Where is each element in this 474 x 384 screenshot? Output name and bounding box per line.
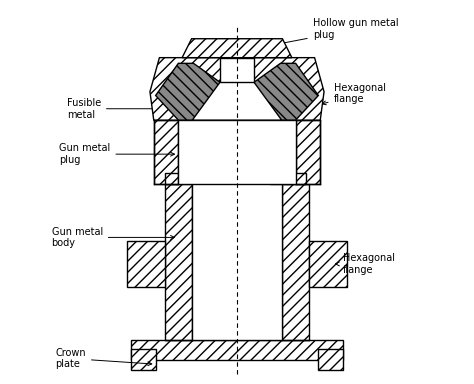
Bar	[127, 241, 165, 286]
Bar	[282, 184, 309, 339]
Text: Hexagonal
flange: Hexagonal flange	[322, 83, 385, 105]
Polygon shape	[155, 63, 220, 120]
Polygon shape	[254, 63, 319, 120]
Bar	[131, 339, 343, 361]
Bar	[296, 120, 320, 184]
Text: Crown
plate: Crown plate	[55, 348, 152, 369]
Polygon shape	[182, 39, 292, 58]
Polygon shape	[150, 58, 324, 120]
Text: Gun metal
body: Gun metal body	[52, 227, 174, 248]
Bar	[154, 120, 178, 184]
Bar	[319, 349, 343, 370]
Bar	[270, 173, 306, 184]
Text: Hollow gun metal
plug: Hollow gun metal plug	[260, 18, 398, 49]
Bar	[192, 184, 282, 339]
Bar	[220, 58, 254, 82]
Text: Gun metal
plug: Gun metal plug	[59, 143, 174, 165]
Bar	[131, 349, 155, 370]
Bar	[178, 120, 296, 184]
Polygon shape	[214, 82, 260, 120]
Bar	[165, 173, 178, 184]
Bar	[165, 184, 192, 339]
Text: Fusible
metal: Fusible metal	[67, 98, 178, 119]
Bar	[309, 241, 347, 286]
Text: Hexagonal
flange: Hexagonal flange	[336, 253, 395, 275]
Polygon shape	[192, 82, 282, 120]
